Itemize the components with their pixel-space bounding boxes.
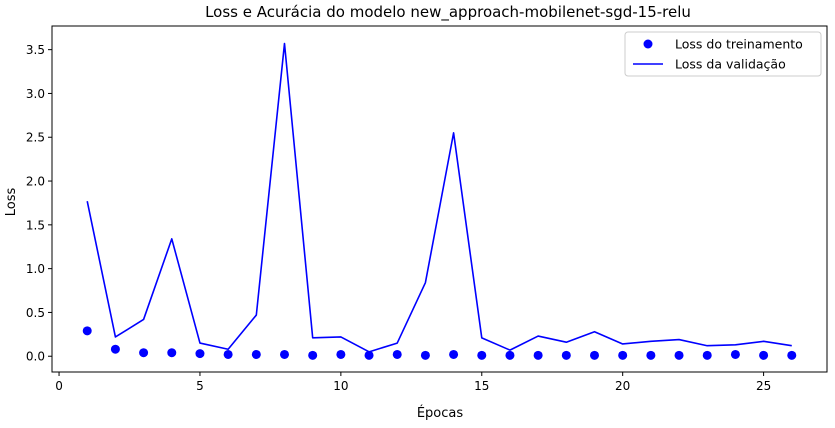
training-loss-point bbox=[646, 350, 656, 360]
ticks-group: 0 5 10 15 20 25 0.0 0.5 1.0 1.5 2.0 2.5 3.0 3.5 bbox=[26, 43, 771, 393]
y-axis-label: Loss bbox=[4, 188, 19, 217]
y-tick-label: 3.0 bbox=[26, 87, 45, 101]
legend-marker-train bbox=[643, 39, 653, 49]
training-loss-point bbox=[561, 350, 571, 360]
x-tick-label: 25 bbox=[756, 379, 771, 393]
training-loss-point bbox=[167, 348, 177, 358]
validation-loss-line bbox=[86, 42, 792, 353]
plot-frame bbox=[51, 25, 828, 373]
training-loss-point bbox=[759, 350, 769, 360]
y-tick-label: 0.5 bbox=[26, 306, 45, 320]
training-loss-point bbox=[702, 350, 712, 360]
training-loss-point bbox=[449, 349, 459, 359]
training-loss-point bbox=[223, 349, 233, 359]
training-loss-point bbox=[280, 349, 289, 359]
training-loss-point bbox=[110, 344, 120, 354]
training-loss-point bbox=[139, 348, 149, 358]
legend-label-val: Loss da validação bbox=[675, 57, 786, 72]
training-loss-point bbox=[590, 350, 599, 360]
training-loss-point bbox=[392, 349, 402, 359]
training-loss-point bbox=[505, 350, 515, 360]
training-loss-point bbox=[787, 350, 797, 360]
x-tick-label: 20 bbox=[615, 379, 630, 393]
training-loss-point bbox=[336, 349, 346, 359]
x-tick-label: 0 bbox=[55, 379, 63, 393]
training-loss-point bbox=[82, 326, 92, 336]
legend: Loss do treinamento Loss da validação bbox=[624, 31, 822, 77]
training-loss-point bbox=[195, 349, 205, 359]
plot-area bbox=[82, 42, 797, 360]
training-loss-point bbox=[618, 350, 628, 360]
y-tick-label: 2.5 bbox=[26, 131, 45, 145]
training-loss-point bbox=[364, 350, 374, 360]
training-loss-point bbox=[477, 350, 487, 360]
legend-box bbox=[624, 31, 822, 77]
y-tick-label: 0.0 bbox=[26, 350, 45, 364]
training-loss-point bbox=[308, 350, 318, 360]
x-tick-label: 5 bbox=[196, 379, 204, 393]
y-tick-label: 2.0 bbox=[26, 175, 45, 189]
x-axis-label: Épocas bbox=[417, 405, 464, 421]
training-loss-point bbox=[251, 349, 261, 359]
training-loss-point bbox=[420, 350, 430, 360]
y-tick-label: 1.0 bbox=[26, 262, 45, 276]
legend-label-train: Loss do treinamento bbox=[675, 37, 803, 52]
y-tick-label: 1.5 bbox=[26, 218, 45, 232]
training-loss-point bbox=[674, 350, 684, 360]
x-tick-label: 15 bbox=[474, 379, 489, 393]
training-loss-point bbox=[730, 349, 740, 359]
chart-title: Loss e Acurácia do modelo new_approach-m… bbox=[205, 3, 691, 22]
y-tick-label: 3.5 bbox=[26, 43, 45, 57]
x-tick-label: 10 bbox=[333, 379, 348, 393]
training-loss-point bbox=[533, 350, 543, 360]
